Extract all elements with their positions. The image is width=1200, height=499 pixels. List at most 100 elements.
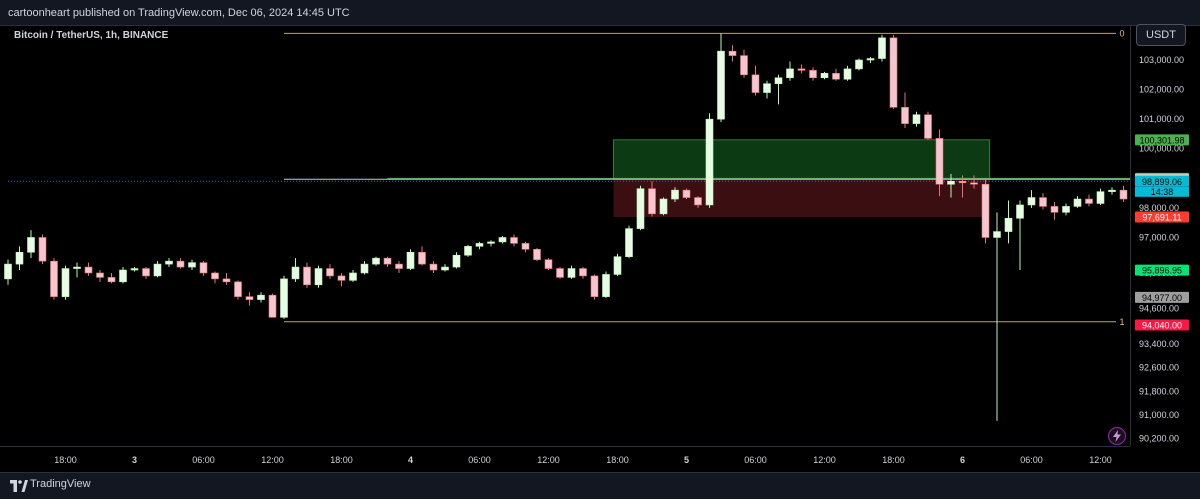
- fib-level-label: 0: [1119, 28, 1124, 38]
- candle: [993, 212, 1001, 421]
- candle-body: [763, 83, 771, 93]
- price-label-badge: 95,896.95: [1135, 264, 1189, 276]
- price-label-bg: [1135, 291, 1189, 303]
- candle-body: [268, 294, 277, 318]
- time-tick-label: 4: [408, 455, 413, 465]
- candle-body: [510, 237, 518, 244]
- candlestick-chart[interactable]: 01: [0, 26, 1185, 446]
- candle: [487, 240, 495, 247]
- candle: [119, 267, 127, 284]
- candle-body: [372, 257, 380, 265]
- price-label-text: 94,040.00: [1142, 321, 1182, 331]
- candle: [406, 249, 415, 271]
- price-tick-label: 90,200.00: [1139, 434, 1179, 444]
- candle-body: [774, 77, 783, 84]
- candle-body: [866, 58, 875, 61]
- candle: [1050, 201, 1059, 220]
- candle: [452, 252, 461, 269]
- candle-body: [878, 37, 886, 59]
- candle-body: [176, 260, 185, 268]
- candle-body: [1004, 217, 1013, 232]
- candle: [682, 188, 691, 200]
- candle-body: [314, 268, 323, 286]
- candle: [602, 271, 610, 299]
- candle: [567, 265, 576, 279]
- time-axis[interactable]: 18:00 3 06:00 12:00 18:00 4 06:00 12:00 18:00 5 06…: [0, 446, 1130, 472]
- candle: [314, 265, 323, 288]
- price-label-bg: [1135, 211, 1189, 223]
- candle-body: [935, 138, 944, 185]
- candle: [947, 173, 955, 198]
- candle-body: [636, 188, 645, 229]
- candle-body: [1119, 189, 1128, 200]
- candle: [1039, 193, 1047, 210]
- candle-body: [556, 268, 564, 278]
- candle-body: [981, 183, 990, 238]
- candle-body: [96, 272, 104, 278]
- candle-body: [464, 246, 472, 256]
- price-label-text: 94,977.00: [1142, 293, 1182, 303]
- candle-body: [613, 256, 622, 275]
- candle: [556, 267, 564, 279]
- time-tick-label: 12:00: [813, 455, 836, 465]
- price-label-badge: 94,977.00: [1135, 291, 1189, 303]
- candle-body: [383, 257, 392, 265]
- candle-body: [590, 275, 599, 297]
- candle-body: [107, 277, 116, 283]
- candle: [533, 247, 541, 262]
- candle-body: [682, 189, 691, 198]
- candle: [786, 61, 794, 81]
- candle: [1096, 188, 1105, 205]
- price-axis[interactable]: 103,000.00 102,000.00 101,000.00 100,000.00…: [1130, 26, 1200, 446]
- tradingview-logo-icon[interactable]: [10, 480, 28, 492]
- candle-body: [429, 263, 438, 271]
- currency-button[interactable]: USDT: [1136, 24, 1186, 46]
- candle: [970, 175, 978, 189]
- candle-body: [717, 50, 725, 120]
- candle: [717, 33, 725, 123]
- candle: [498, 236, 507, 244]
- time-tick-label: 06:00: [192, 455, 215, 465]
- candle: [188, 259, 196, 271]
- candle: [234, 280, 242, 300]
- candle-body: [1096, 191, 1105, 204]
- lightning-icon[interactable]: [1108, 427, 1126, 445]
- candle-body: [648, 188, 656, 215]
- candle: [96, 270, 104, 282]
- candle-body: [326, 268, 334, 277]
- candle-body: [659, 198, 668, 215]
- candle-body: [843, 68, 852, 80]
- candle-body: [993, 231, 1001, 238]
- time-tick-label: 12:00: [1089, 455, 1112, 465]
- time-tick-label: 3: [132, 455, 137, 465]
- price-tick-label: 91,000.00: [1139, 410, 1179, 420]
- candle: [280, 275, 288, 319]
- candle: [383, 256, 392, 268]
- candle-body: [153, 263, 162, 277]
- price-tick-label: 101,000.00: [1139, 114, 1184, 124]
- candle-body: [498, 237, 507, 243]
- footer-brand: TradingView: [30, 478, 91, 490]
- candle: [613, 253, 622, 276]
- candle: [981, 179, 990, 244]
- candle: [245, 292, 254, 306]
- candle-body: [257, 294, 265, 300]
- candle-body: [832, 73, 840, 80]
- symbol-title: Bitcoin / TetherUS, 1h, BINANCE: [14, 30, 169, 41]
- candle: [1119, 185, 1128, 202]
- candle: [337, 272, 346, 287]
- candle-body: [119, 269, 127, 283]
- candle-body: [728, 50, 737, 56]
- candle: [579, 267, 587, 279]
- candle-body: [188, 262, 196, 268]
- price-label-text: 95,896.95: [1142, 266, 1182, 276]
- candle: [291, 258, 300, 282]
- candle: [625, 225, 633, 259]
- candle-body: [199, 262, 208, 274]
- candle-body: [625, 228, 633, 258]
- candle-body: [970, 182, 978, 185]
- time-tick-label: 5: [684, 455, 689, 465]
- candle-body: [705, 118, 714, 206]
